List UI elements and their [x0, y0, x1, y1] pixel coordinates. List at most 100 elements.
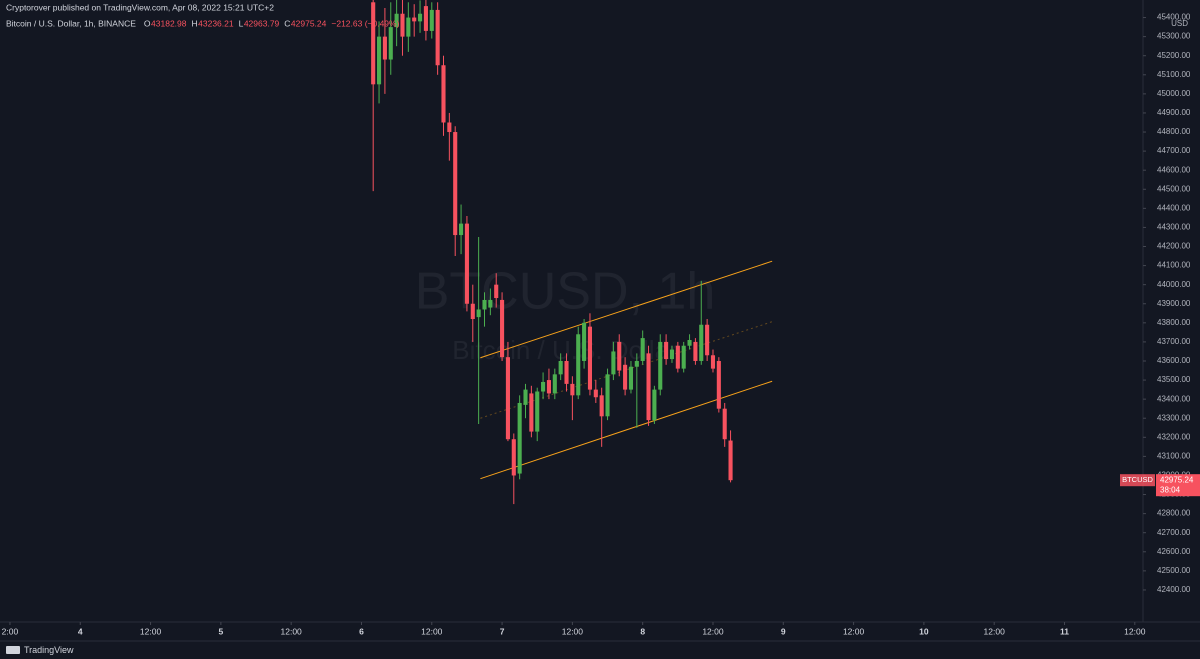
price-badge-label: 42975.24 [1160, 475, 1194, 484]
channel-line [480, 380, 773, 480]
x-tick-label: 12:00 [1124, 626, 1146, 636]
candle-body [658, 341, 663, 390]
candle-body [587, 326, 593, 390]
price-badge [1156, 474, 1200, 497]
footer-text: TradingView [24, 645, 74, 655]
x-tick-label: 12:00 [702, 626, 724, 636]
candle-body [710, 355, 716, 369]
candle-body [482, 299, 487, 310]
candle-body [535, 391, 540, 432]
watermark-subtitle: Bitcoin / U.S. Dollar [452, 335, 678, 365]
channel-drawings [480, 260, 773, 480]
candle-body [470, 303, 475, 320]
y-tick-label: 43400.00 [1157, 394, 1191, 403]
x-tick-label: 6 [359, 626, 364, 636]
legend-key: L [239, 18, 244, 28]
x-tick-label: 12:00 [562, 626, 584, 636]
candle-body [546, 380, 551, 394]
candle-body [418, 13, 423, 22]
candle-body [611, 351, 616, 375]
candle-body [628, 366, 634, 390]
candle-body [716, 360, 721, 409]
y-tick-label: 44500.00 [1157, 184, 1191, 193]
y-tick-label: 43100.00 [1157, 451, 1191, 460]
y-tick-label: 44000.00 [1157, 280, 1191, 289]
candle-body [669, 349, 675, 360]
candle-body [459, 223, 464, 236]
countdown-label: 38:04 [1160, 485, 1181, 494]
candle-body [582, 322, 587, 361]
legend-change: −212.63 (−0.49%) [331, 18, 399, 28]
y-tick-label: 44400.00 [1157, 203, 1191, 212]
candle-body [570, 383, 575, 396]
y-tick-label: 45400.00 [1157, 13, 1191, 22]
y-tick-label: 44600.00 [1157, 165, 1191, 174]
candle-body [564, 360, 569, 384]
symbol-badge-label: BTCUSD [1122, 475, 1153, 484]
legend-value: 42963.79 [244, 18, 280, 28]
candle-body [388, 27, 393, 60]
candle-body [617, 341, 622, 371]
y-tick-label: 42500.00 [1157, 566, 1191, 575]
candle-body [464, 223, 469, 304]
x-tick-label: 4 [78, 626, 83, 636]
publish-header: Cryptorover published on TradingView.com… [6, 2, 274, 12]
legend-value: 43182.98 [151, 18, 187, 28]
x-tick-label: 12:00 [140, 626, 162, 636]
y-tick-label: 44900.00 [1157, 108, 1191, 117]
watermark: BTCUSD, 1h [415, 263, 716, 321]
y-tick-label: 44800.00 [1157, 127, 1191, 136]
candle-body [523, 389, 528, 405]
y-tick-label: 44100.00 [1157, 261, 1191, 270]
y-tick-label: 42700.00 [1157, 528, 1191, 537]
channel-midline [480, 321, 773, 419]
candle-body [593, 389, 598, 398]
x-tick-label: 7 [500, 626, 505, 636]
y-tick-label: 44300.00 [1157, 223, 1191, 232]
y-tick-label: 43300.00 [1157, 413, 1191, 422]
y-tick-label: 44200.00 [1157, 242, 1191, 251]
currency-label: USD [1171, 19, 1188, 28]
x-tick-label: 8 [640, 626, 645, 636]
candle-body [500, 299, 505, 358]
y-tick-label: 43900.00 [1157, 299, 1191, 308]
y-tick-label: 43600.00 [1157, 356, 1191, 365]
candle-body [376, 36, 382, 85]
candle-body [511, 439, 516, 476]
y-tick-label: 43700.00 [1157, 337, 1191, 346]
legend-value: 42975.24 [291, 18, 327, 28]
candle-body [400, 13, 405, 37]
symbol-title: Bitcoin / U.S. Dollar, 1h, BINANCE [6, 18, 136, 28]
candle-body [529, 393, 534, 432]
symbol-badge [1120, 474, 1155, 487]
candle-body [693, 341, 698, 361]
y-tick-label: 42600.00 [1157, 547, 1191, 556]
candle-body [541, 381, 546, 392]
y-tick-label: 43200.00 [1157, 432, 1191, 441]
candle-body [623, 364, 628, 390]
candle-body [412, 17, 417, 22]
candle-body [558, 360, 563, 375]
candle-body [605, 374, 610, 417]
candle-body [382, 36, 387, 60]
candle-body [576, 334, 581, 396]
y-tick-label: 45000.00 [1157, 89, 1191, 98]
x-tick-label: 12:00 [281, 626, 303, 636]
candle-body [394, 13, 399, 28]
candle-body [517, 402, 522, 474]
legend-value: 43236.21 [198, 18, 234, 28]
candle-body [634, 360, 639, 367]
candle-body [699, 324, 704, 361]
x-tick-label: 12:00 [984, 626, 1006, 636]
channel-line [480, 260, 773, 359]
candle-body [728, 440, 733, 481]
candle-body [435, 9, 440, 66]
candle-body [441, 65, 446, 123]
candle-body [453, 132, 458, 236]
y-tick-label: 45300.00 [1157, 32, 1191, 41]
candle-body [646, 353, 651, 421]
x-tick-label: 11 [1060, 626, 1069, 636]
